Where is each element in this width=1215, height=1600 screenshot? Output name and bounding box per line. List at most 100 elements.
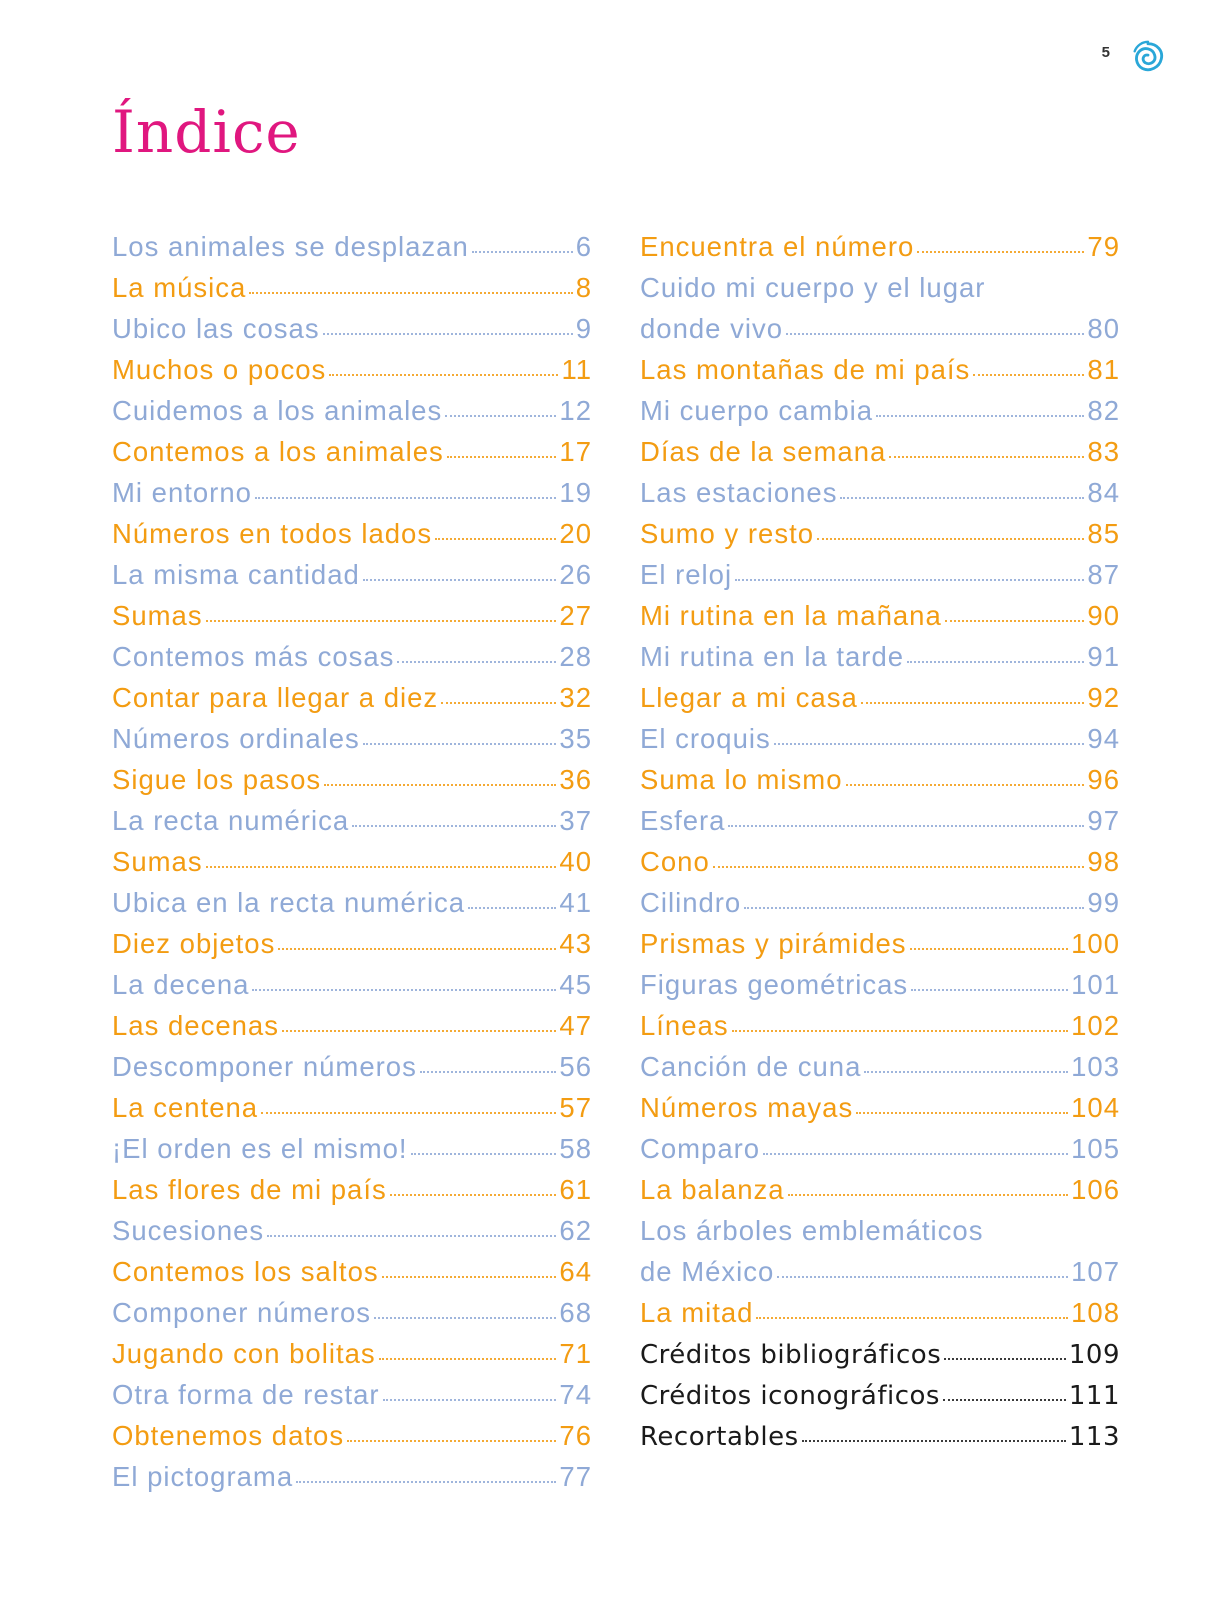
toc-entry[interactable]: Cono 98: [640, 837, 1120, 878]
toc-entry[interactable]: Mi rutina en la tarde 91: [640, 632, 1120, 673]
dot-leader: [973, 374, 1085, 376]
toc-entry[interactable]: Las montañas de mi país 81: [640, 345, 1120, 386]
toc-entry-label: Sumas: [112, 846, 203, 877]
toc-entry[interactable]: El reloj 87: [640, 550, 1120, 591]
toc-entry-label: Las decenas: [112, 1010, 279, 1041]
toc-entry[interactable]: Días de la semana 83: [640, 427, 1120, 468]
toc-entry[interactable]: El croquis 94: [640, 714, 1120, 755]
toc-entry[interactable]: Figuras geométricas 101: [640, 960, 1120, 1001]
dot-leader: [347, 1440, 557, 1442]
toc-entry[interactable]: Diez objetos 43: [112, 919, 592, 960]
toc-entry[interactable]: Créditos bibliográficos 109: [640, 1329, 1120, 1370]
toc-entry[interactable]: Jugando con bolitas 71: [112, 1329, 592, 1370]
dot-leader: [907, 661, 1085, 663]
toc-entry[interactable]: Sumo y resto 85: [640, 509, 1120, 550]
toc-entry[interactable]: Muchos o pocos 11: [112, 345, 592, 386]
toc-entry[interactable]: Esfera 97: [640, 796, 1120, 837]
toc-entry[interactable]: La centena 57: [112, 1083, 592, 1124]
toc-entry[interactable]: La recta numérica 37: [112, 796, 592, 837]
toc-entry[interactable]: Cilindro 99: [640, 878, 1120, 919]
toc-entry[interactable]: Descomponer números 56: [112, 1042, 592, 1083]
dot-leader: [744, 907, 1085, 909]
dot-leader: [249, 292, 573, 294]
toc-entry[interactable]: El pictograma 77: [112, 1452, 592, 1493]
toc-entry[interactable]: Mi entorno 19: [112, 468, 592, 509]
toc-entry-label: Las flores de mi país: [112, 1174, 387, 1205]
toc-entry-page-number: 19: [559, 477, 592, 508]
toc-entry[interactable]: Ubico las cosas 9: [112, 304, 592, 345]
toc-entry-label: Diez objetos: [112, 928, 276, 959]
toc-entry[interactable]: La balanza 106: [640, 1165, 1120, 1206]
toc-entry-page-number: 47: [559, 1010, 592, 1041]
toc-entry[interactable]: Contar para llegar a diez 32: [112, 673, 592, 714]
toc-entry[interactable]: Ubica en la recta numérica 41: [112, 878, 592, 919]
toc-entry[interactable]: Contemos los saltos 64: [112, 1247, 592, 1288]
toc-entry[interactable]: Comparo 105: [640, 1124, 1120, 1165]
toc-entry[interactable]: La música 8: [112, 263, 592, 304]
toc-entry[interactable]: Recortables 113: [640, 1411, 1120, 1452]
dot-leader: [856, 1112, 1069, 1114]
toc-entry-label: Cuidemos a los animales: [112, 395, 443, 426]
toc-entry[interactable]: Sucesiones 62: [112, 1206, 592, 1247]
dot-leader: [763, 1153, 1069, 1155]
toc-entry[interactable]: Encuentra el número 79: [640, 222, 1120, 263]
toc-entry-label: Números mayas: [640, 1092, 854, 1123]
toc-entry-page-number: 99: [1087, 887, 1120, 918]
dot-leader: [801, 1440, 1066, 1442]
toc-entry[interactable]: Los animales se desplazan 6: [112, 222, 592, 263]
toc-entry[interactable]: Mi rutina en la mañana 90: [640, 591, 1120, 632]
toc-entry[interactable]: Contemos a los animales 17: [112, 427, 592, 468]
toc-entry-label: Suma lo mismo: [640, 764, 843, 795]
toc-entry[interactable]: La misma cantidad 26: [112, 550, 592, 591]
toc-entry[interactable]: ¡El orden es el mismo! 58: [112, 1124, 592, 1165]
toc-entry[interactable]: Cuido mi cuerpo y el lugar donde vivo 80: [640, 263, 1120, 345]
toc-entry-label: Canción de cuna: [640, 1051, 862, 1082]
toc-entry[interactable]: Suma lo mismo 96: [640, 755, 1120, 796]
toc-entry[interactable]: Otra forma de restar 74: [112, 1370, 592, 1411]
toc-entry-label: Números en todos lados: [112, 518, 433, 549]
dot-leader: [254, 497, 557, 499]
toc-entry[interactable]: Llegar a mi casa 92: [640, 673, 1120, 714]
toc-entry-page-number: 108: [1071, 1297, 1120, 1328]
dot-leader: [471, 251, 573, 253]
toc-entry[interactable]: Los árboles emblemáticos de México 107: [640, 1206, 1120, 1288]
toc-entry[interactable]: Números ordinales 35: [112, 714, 592, 755]
dot-leader: [445, 415, 557, 417]
toc-entry-page-number: 90: [1087, 600, 1120, 631]
dot-leader: [419, 1071, 557, 1073]
toc-entry-page-number: 77: [559, 1461, 592, 1492]
toc-entry-page-number: 40: [559, 846, 592, 877]
page-number: 5: [1101, 44, 1110, 61]
toc-entry[interactable]: Mi cuerpo cambia 82: [640, 386, 1120, 427]
toc-entry-label: Comparo: [640, 1133, 761, 1164]
toc-entry[interactable]: Créditos iconográficos 111: [640, 1370, 1120, 1411]
toc-entry-page-number: 81: [1087, 354, 1120, 385]
toc-entry[interactable]: La decena 45: [112, 960, 592, 1001]
toc-entry-page-number: 107: [1071, 1256, 1120, 1287]
toc-entry-page-number: 9: [575, 313, 592, 344]
toc-entry[interactable]: Líneas 102: [640, 1001, 1120, 1042]
toc-entry[interactable]: Obtenemos datos 76: [112, 1411, 592, 1452]
toc-entry-label: Créditos iconográficos: [640, 1381, 940, 1411]
toc-entry[interactable]: Componer números 68: [112, 1288, 592, 1329]
toc-entry[interactable]: Números mayas 104: [640, 1083, 1120, 1124]
toc-entry[interactable]: Las decenas 47: [112, 1001, 592, 1042]
toc-entry-label: Encuentra el número: [640, 231, 915, 262]
toc-entry[interactable]: Números en todos lados 20: [112, 509, 592, 550]
dot-leader: [845, 784, 1085, 786]
toc-entry[interactable]: Sigue los pasos 36: [112, 755, 592, 796]
toc-entry[interactable]: Prismas y pirámides 100: [640, 919, 1120, 960]
toc-entry-page-number: 82: [1087, 395, 1120, 426]
toc-entry[interactable]: Cuidemos a los animales 12: [112, 386, 592, 427]
toc-entry[interactable]: Las flores de mi país 61: [112, 1165, 592, 1206]
toc-entry[interactable]: Las estaciones 84: [640, 468, 1120, 509]
toc-entry[interactable]: Canción de cuna 103: [640, 1042, 1120, 1083]
toc-entry[interactable]: Sumas 40: [112, 837, 592, 878]
toc-entry-label: La misma cantidad: [112, 559, 360, 590]
dot-leader: [917, 251, 1085, 253]
dot-leader: [712, 866, 1085, 868]
dot-leader: [389, 1194, 557, 1196]
toc-entry[interactable]: Contemos más cosas 28: [112, 632, 592, 673]
toc-entry[interactable]: Sumas 27: [112, 591, 592, 632]
toc-entry[interactable]: La mitad 108: [640, 1288, 1120, 1329]
